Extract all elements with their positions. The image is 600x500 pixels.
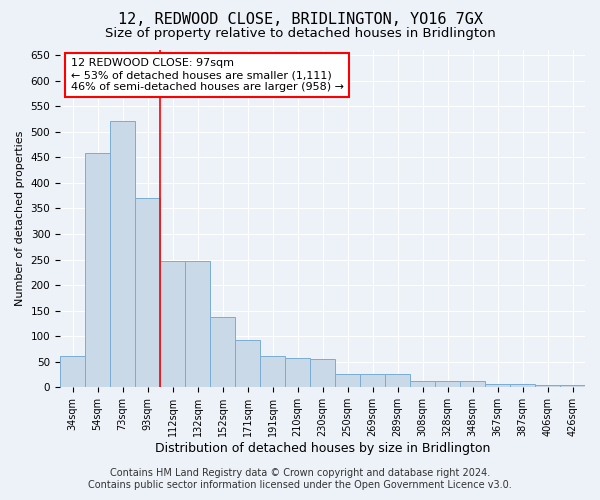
Text: 12 REDWOOD CLOSE: 97sqm
← 53% of detached houses are smaller (1,111)
46% of semi: 12 REDWOOD CLOSE: 97sqm ← 53% of detache… <box>71 58 344 92</box>
Text: 12, REDWOOD CLOSE, BRIDLINGTON, YO16 7GX: 12, REDWOOD CLOSE, BRIDLINGTON, YO16 7GX <box>118 12 482 28</box>
Bar <box>210 317 235 388</box>
Y-axis label: Number of detached properties: Number of detached properties <box>15 131 25 306</box>
Bar <box>260 356 285 388</box>
Bar <box>510 384 535 388</box>
Bar <box>435 381 460 388</box>
Bar <box>460 381 485 388</box>
Bar <box>135 198 160 388</box>
Text: Contains HM Land Registry data © Crown copyright and database right 2024.
Contai: Contains HM Land Registry data © Crown c… <box>88 468 512 490</box>
Bar <box>310 359 335 388</box>
Bar <box>335 374 360 388</box>
Bar <box>485 384 510 388</box>
Bar <box>560 386 585 388</box>
Bar <box>360 374 385 388</box>
Bar <box>110 120 135 388</box>
Bar <box>410 381 435 388</box>
Bar <box>285 358 310 388</box>
Bar <box>60 356 85 388</box>
X-axis label: Distribution of detached houses by size in Bridlington: Distribution of detached houses by size … <box>155 442 490 455</box>
Text: Size of property relative to detached houses in Bridlington: Size of property relative to detached ho… <box>104 28 496 40</box>
Bar <box>85 153 110 388</box>
Bar <box>160 260 185 388</box>
Bar <box>185 260 210 388</box>
Bar <box>235 340 260 388</box>
Bar <box>535 385 560 388</box>
Bar <box>385 374 410 388</box>
